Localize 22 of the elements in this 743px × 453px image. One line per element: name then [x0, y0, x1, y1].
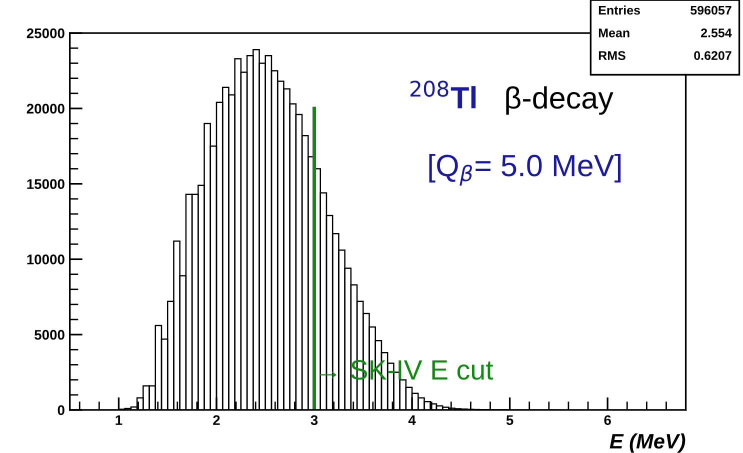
annotation: Mean — [598, 28, 630, 38]
annotation: RMS — [598, 51, 626, 60]
x-tick-label: 4 — [408, 415, 416, 425]
y-tick-label: 15000 — [27, 179, 64, 189]
y-tick-label: 0 — [58, 405, 64, 416]
text: 2.554 — [701, 28, 732, 38]
annotation: $^{208}$Tl — [410, 80, 476, 108]
y-tick-label: 5000 — [34, 330, 64, 340]
y-tick-label: 10000 — [27, 254, 64, 264]
annotation: β-decay — [506, 86, 614, 115]
text: Entries — [598, 6, 640, 15]
x-tick-label: 1 — [116, 415, 122, 425]
text: 596057 — [690, 6, 732, 15]
x-tick-label: 5 — [506, 415, 514, 426]
y-tick-label: 20000 — [26, 104, 64, 114]
x-tick-label: 2 — [213, 415, 220, 425]
x-axis-title: E (MeV) — [610, 433, 686, 453]
y-tick-label: 25000 — [26, 28, 64, 38]
x-tick-label: 6 — [604, 415, 611, 426]
annotation: [Q$_{β}$= 5.0 MeV] — [429, 154, 621, 186]
text: 0.6207 — [694, 51, 732, 60]
x-tick-label: 3 — [310, 415, 318, 426]
